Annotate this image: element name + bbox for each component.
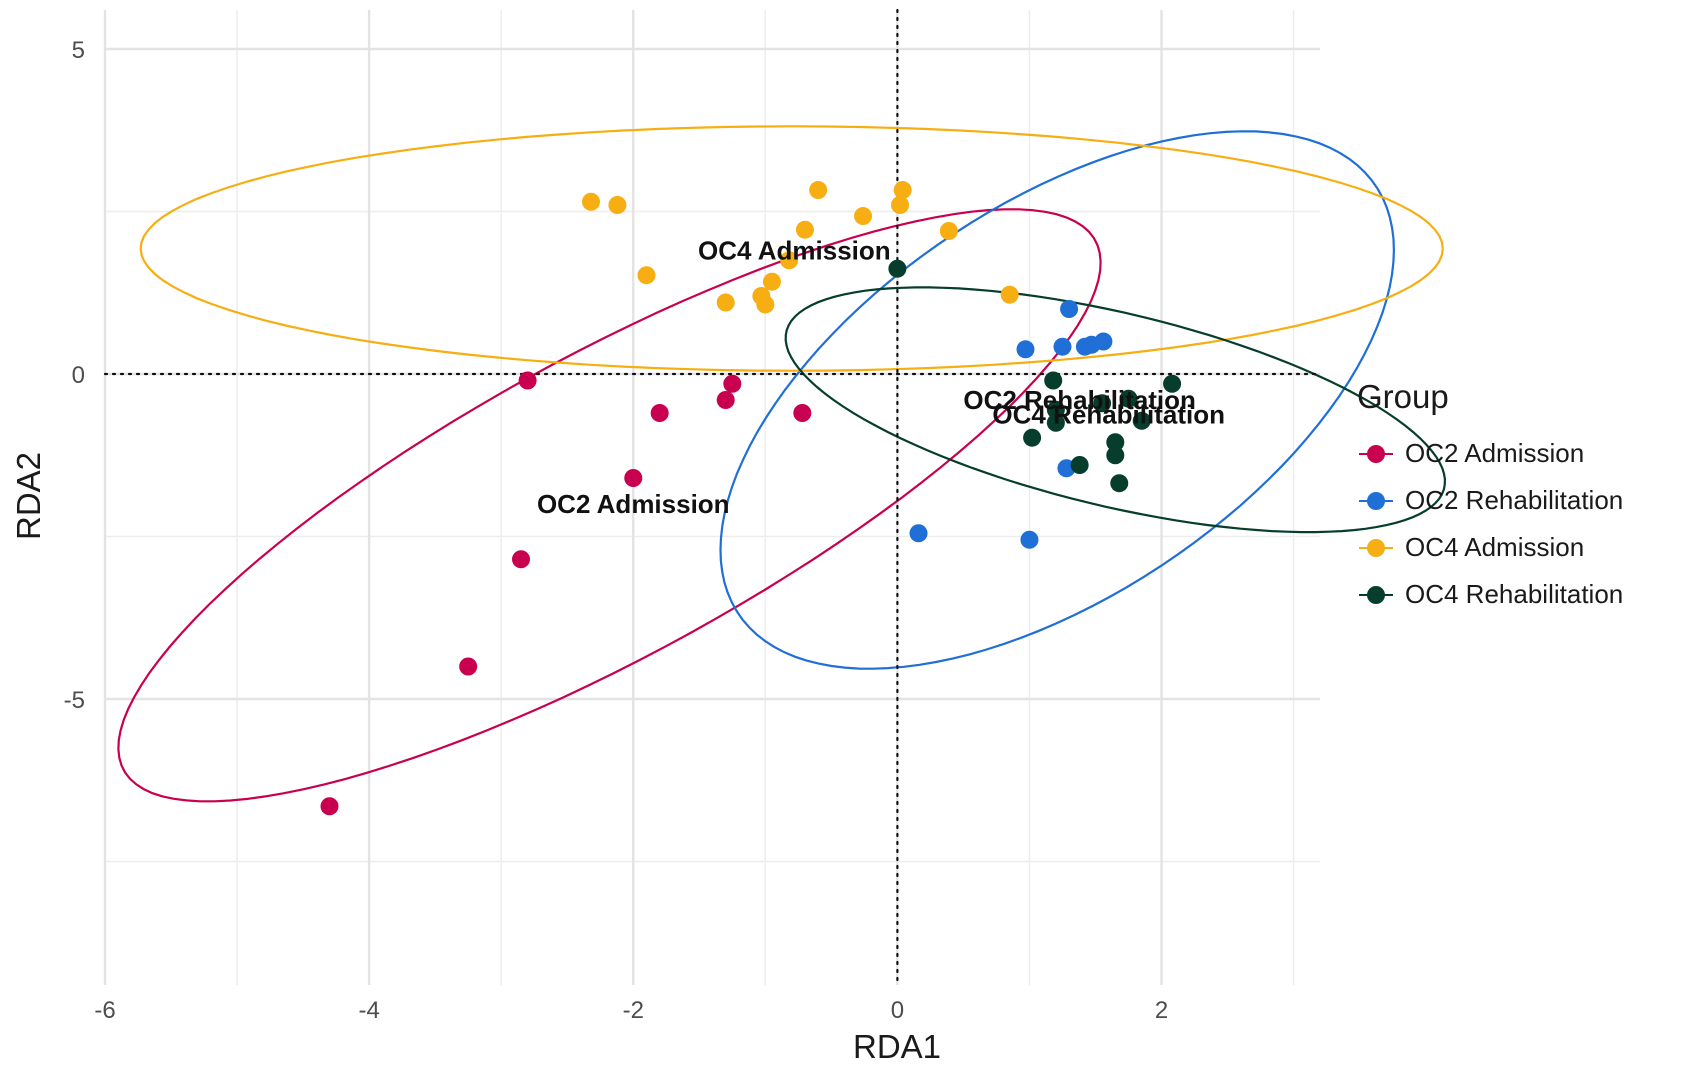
data-point <box>1070 456 1089 474</box>
data-point <box>1046 413 1065 432</box>
data-point <box>1106 446 1125 465</box>
data-point <box>624 469 643 487</box>
data-point <box>1132 411 1151 430</box>
data-point <box>1046 400 1065 419</box>
data-point <box>1110 474 1129 493</box>
centroid-label: OC2 Rehabilitation <box>963 385 1196 415</box>
x-tick-label: 2 <box>1155 997 1168 1024</box>
legend-title: Group <box>1357 378 1449 415</box>
data-point <box>716 391 735 409</box>
data-point <box>893 181 912 200</box>
data-point <box>1016 340 1035 359</box>
legend-key <box>1357 538 1395 558</box>
legend-item: OC2 Admission <box>1357 430 1623 477</box>
y-axis-title: RDA2 <box>10 452 47 540</box>
x-tick-label: -6 <box>94 997 115 1024</box>
centroid-label: OC4 Admission <box>698 236 891 266</box>
data-point <box>582 192 600 211</box>
legend-key <box>1357 491 1395 511</box>
data-point <box>1060 300 1079 318</box>
x-axis-title: RDA1 <box>853 1028 941 1065</box>
legend-label: OC4 Admission <box>1405 532 1585 562</box>
centroid-label: OC4 Rehabilitation <box>992 399 1225 429</box>
data-point <box>780 251 799 270</box>
data-point <box>518 371 537 390</box>
legend-item: OC4 Admission <box>1357 524 1623 571</box>
centroid-label-layer: OC2 Admission OC2 Rehabilitation OC4 Admis… <box>537 236 1225 520</box>
point-layer <box>320 181 1182 816</box>
y-tick-label: 5 <box>72 37 85 64</box>
data-point <box>809 181 828 200</box>
data-point <box>854 207 873 226</box>
data-point <box>1023 428 1042 447</box>
data-point <box>1094 332 1113 351</box>
legend-label: OC2 Admission <box>1405 438 1585 468</box>
legend-label: OC4 Rehabilitation <box>1405 579 1624 609</box>
data-point <box>637 266 656 285</box>
legend-label: OC2 Rehabilitation <box>1405 485 1624 515</box>
data-point <box>1119 389 1138 408</box>
y-tick-label: 0 <box>72 362 85 389</box>
confidence-ellipse <box>719 130 1396 670</box>
data-point <box>716 293 735 312</box>
data-point <box>888 259 907 278</box>
legend-items: OC2 Admission OC2 Rehabilitation OC4 Admis… <box>1357 430 1623 618</box>
data-point <box>1020 530 1039 549</box>
legend-key <box>1357 444 1395 464</box>
legend-item: OC2 Rehabilitation <box>1357 477 1623 524</box>
data-point <box>650 404 669 422</box>
data-point <box>1044 371 1063 390</box>
x-tick-label: -2 <box>623 997 644 1024</box>
data-point <box>1106 433 1125 452</box>
data-point <box>608 196 627 214</box>
confidence-ellipse <box>139 125 1444 372</box>
data-point <box>459 657 478 676</box>
axis-layer: -6 -4 -2 0 2 5 0 -5 <box>64 37 1169 1024</box>
data-point <box>756 295 775 314</box>
data-point <box>891 196 910 214</box>
legend-key <box>1357 585 1395 605</box>
data-point <box>939 222 958 240</box>
confidence-ellipse <box>117 208 1102 803</box>
data-point <box>909 524 928 543</box>
data-point <box>320 797 339 816</box>
data-point <box>1093 394 1112 413</box>
x-tick-label: -4 <box>358 997 379 1024</box>
data-point <box>1053 337 1072 356</box>
x-tick-label: 0 <box>891 997 904 1024</box>
centroid-label: OC2 Admission <box>537 489 730 519</box>
data-point <box>1000 285 1019 304</box>
data-point <box>793 404 812 422</box>
legend-item: OC4 Rehabilitation <box>1357 571 1623 618</box>
data-point <box>762 272 781 291</box>
data-point <box>512 550 531 569</box>
data-point <box>795 220 814 239</box>
confidence-ellipse <box>784 286 1447 534</box>
reference-lines <box>103 8 1322 987</box>
data-point <box>1163 374 1182 393</box>
legend: Group OC2 Admission OC2 Rehabilitation OC4… <box>1357 378 1623 618</box>
y-tick-label: -5 <box>64 687 85 714</box>
ellipse-layer <box>117 125 1447 803</box>
data-point <box>723 374 742 393</box>
